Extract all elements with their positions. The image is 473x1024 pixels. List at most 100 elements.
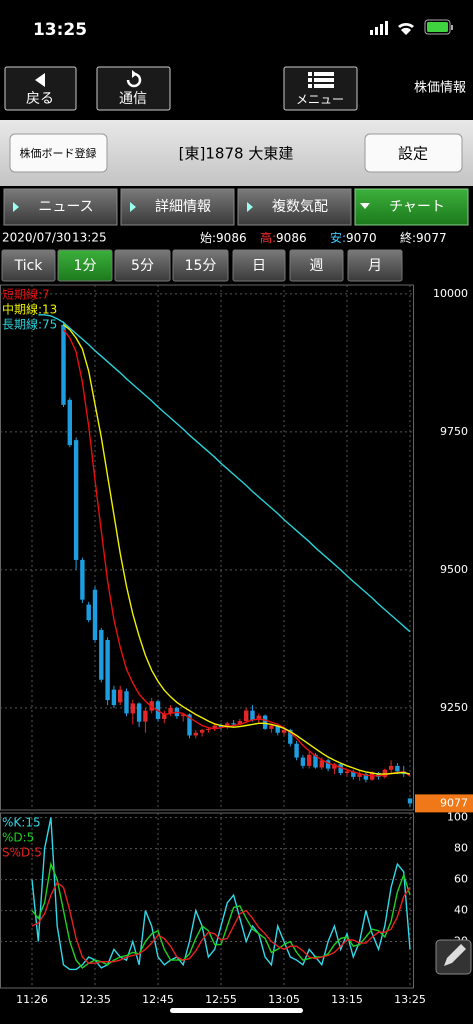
period-button[interactable]: 日	[232, 249, 286, 282]
legend-entry: 短期線:7	[2, 287, 50, 302]
last-price-tag	[415, 794, 473, 813]
period-bg	[57, 249, 113, 282]
y-tick-label: 80	[454, 842, 468, 855]
back-label: 戻る	[26, 91, 54, 107]
period-label: Tick	[14, 258, 44, 274]
candle-body	[218, 725, 224, 728]
period-bg	[232, 249, 286, 282]
candle-body	[281, 729, 287, 733]
settings-button[interactable]: 設定	[364, 133, 463, 173]
y-tick-label: 40	[454, 904, 468, 917]
candle-body	[80, 559, 85, 600]
quote-label: 終:	[400, 230, 416, 245]
panel-border	[0, 812, 414, 989]
candle-body	[111, 689, 117, 706]
menu-button[interactable]: メニュー	[283, 66, 358, 111]
quote-value: 9070	[346, 231, 377, 245]
series-line	[31, 881, 411, 964]
quote-items: 始:9086 高:9086 安:9070 終:9077	[200, 230, 447, 245]
candle-body	[124, 691, 129, 714]
period-bg	[347, 249, 403, 282]
quote-item: 始:9086	[200, 231, 247, 245]
tab[interactable]: ニュース	[3, 188, 118, 226]
candle-body	[300, 757, 306, 766]
panel-border	[0, 284, 414, 811]
tab-label: チャート	[389, 199, 445, 215]
legend-entry: 長期線:75	[2, 317, 57, 332]
period-label: 月	[368, 258, 382, 274]
series-line	[31, 861, 411, 969]
x-tick-label: 12:45	[142, 993, 174, 1006]
candle-body	[382, 769, 387, 777]
candle-body	[325, 760, 331, 769]
legend-entry: %K:15	[2, 816, 41, 830]
candle-body	[319, 760, 324, 768]
quote-item: 終:9077	[400, 230, 447, 245]
stock-title: [東]1878 大東建	[179, 145, 294, 163]
candle-body	[92, 589, 98, 640]
tab-selected[interactable]: チャート	[354, 188, 469, 226]
candle-body	[250, 710, 255, 721]
candle-body	[67, 399, 72, 446]
candle-body	[338, 764, 343, 774]
period-button[interactable]: 月	[347, 249, 403, 282]
candle-body	[86, 604, 91, 621]
candle-body	[162, 713, 167, 719]
refresh-button[interactable]: 通信	[96, 66, 171, 111]
candle-body	[262, 715, 268, 729]
candle-body	[363, 774, 369, 780]
period-bg	[114, 249, 171, 282]
candle-body	[332, 764, 337, 769]
candle-body	[193, 732, 198, 736]
candle-body	[313, 754, 318, 768]
tab[interactable]: 複数気配	[237, 188, 352, 226]
board-button[interactable]: 株価ボード登録	[9, 133, 108, 173]
candle-body	[344, 771, 350, 774]
period-button[interactable]: 週	[289, 249, 344, 282]
y-tick-label: 9500	[440, 563, 468, 576]
x-tick-label: 13:25	[394, 993, 426, 1006]
candle-body	[407, 798, 413, 804]
period-button[interactable]: 1分	[57, 249, 113, 282]
edit-button[interactable]	[435, 939, 472, 975]
candle-body	[136, 703, 142, 722]
period-buttons: Tick 1分 5分 15分 日 週 月	[1, 249, 403, 282]
period-label: 週	[310, 258, 324, 274]
candle-body	[206, 728, 211, 730]
home-indicator	[170, 1008, 303, 1013]
quote-date: 2020/07/30	[2, 231, 71, 245]
candle-body	[61, 324, 66, 405]
quote-value: 9086	[276, 231, 307, 245]
candle-body	[376, 773, 381, 777]
quote-label: 高:	[260, 230, 276, 245]
period-bg	[289, 249, 344, 282]
menu-label: メニュー	[296, 93, 344, 107]
candle-body	[199, 729, 205, 733]
tab[interactable]: 詳細情報	[120, 188, 235, 226]
period-label: 15分	[185, 258, 217, 274]
candle-body	[225, 723, 230, 728]
candle-body	[105, 639, 110, 701]
period-button[interactable]: 15分	[172, 249, 229, 282]
refresh-label: 通信	[119, 91, 147, 107]
toolbar-title: 株価情報	[414, 81, 466, 96]
y-tick-label: 60	[454, 873, 468, 886]
candle-body	[168, 707, 173, 714]
candle-body	[395, 765, 400, 772]
candle-body	[231, 723, 236, 725]
candle-body	[143, 710, 148, 722]
candle-body	[256, 715, 261, 721]
y-tick-label: 100	[447, 811, 468, 824]
candle-body	[307, 754, 312, 766]
period-button[interactable]: 5分	[114, 249, 171, 282]
tab-label: 複数気配	[272, 198, 328, 215]
period-button[interactable]: Tick	[1, 249, 56, 282]
candle-body	[244, 710, 249, 722]
series-line	[38, 314, 411, 633]
period-bg	[172, 249, 229, 282]
candle-body	[351, 771, 356, 777]
quote-value: 9086	[216, 231, 247, 245]
y-tick-label: 9750	[440, 425, 468, 438]
back-button[interactable]: 戻る	[4, 66, 77, 111]
